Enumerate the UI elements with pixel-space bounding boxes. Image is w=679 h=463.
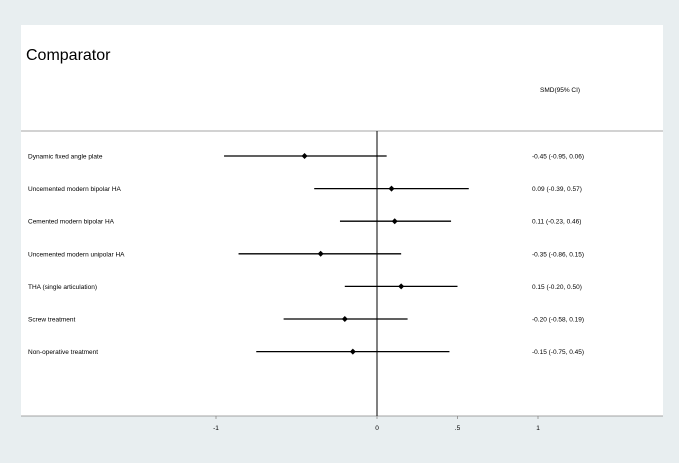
ci-value-text: -0.20 (-0.58, 0.19)	[532, 317, 584, 324]
x-tick-label: .5	[455, 425, 461, 432]
point-estimate-marker	[391, 218, 398, 225]
point-estimate-marker	[388, 185, 395, 192]
point-estimate-marker	[317, 250, 324, 257]
forest-row: Cemented modern bipolar HA 0.11 (-0.23, 0…	[28, 218, 581, 226]
ci-value-text: 0.11 (-0.23, 0.46)	[532, 219, 581, 226]
point-estimate-marker	[398, 283, 405, 290]
forest-row: Uncemented modern unipolar HA -0.35 (-0.8…	[28, 250, 584, 258]
x-tick-label: 1	[536, 425, 540, 432]
chart-title: Comparator	[26, 47, 111, 64]
forest-row: Dynamic fixed angle plate -0.45 (-0.95, 0…	[28, 153, 584, 161]
study-label: Uncemented modern unipolar HA	[28, 251, 125, 258]
ci-value-text: 0.09 (-0.39, 0.57)	[532, 186, 582, 193]
plot-panel	[21, 25, 663, 416]
forest-row: Non-operative treatment -0.15 (-0.75, 0.4…	[28, 348, 584, 356]
ci-value-text: -0.45 (-0.95, 0.06)	[532, 154, 584, 161]
ci-header: (95% CI)	[554, 87, 581, 94]
ci-value-text: -0.35 (-0.86, 0.15)	[532, 251, 584, 258]
forest-row: THA (single articulation) 0.15 (-0.20, 0.…	[28, 283, 582, 291]
point-estimate-marker	[301, 153, 308, 159]
ci-value-text: -0.15 (-0.75, 0.45)	[532, 349, 584, 356]
study-label: THA (single articulation)	[28, 284, 97, 291]
effect-header: SMD	[540, 87, 555, 94]
point-estimate-marker	[349, 348, 356, 355]
smd-column-header: SMD(95% CI)	[540, 87, 580, 94]
forest-row: Screw treatment -0.20 (-0.58, 0.19)	[28, 316, 584, 324]
ticks-layer: -1 0 .5 1	[213, 416, 540, 432]
study-label: Screw treatment	[28, 317, 76, 324]
x-tick-label: -1	[213, 425, 219, 432]
point-estimate-marker	[341, 316, 348, 322]
study-label: Non-operative treatment	[28, 349, 98, 356]
x-tick-label: 0	[375, 425, 379, 432]
study-label: Cemented modern bipolar HA	[28, 219, 115, 226]
study-label: Dynamic fixed angle plate	[28, 154, 103, 161]
forest-row: Uncemented modern bipolar HA 0.09 (-0.39,…	[28, 185, 582, 193]
axes-layer	[21, 130, 663, 417]
rows-layer: Dynamic fixed angle plate -0.45 (-0.95, 0…	[28, 153, 584, 356]
ci-value-text: 0.15 (-0.20, 0.50)	[532, 284, 582, 291]
study-label: Uncemented modern bipolar HA	[28, 186, 122, 193]
